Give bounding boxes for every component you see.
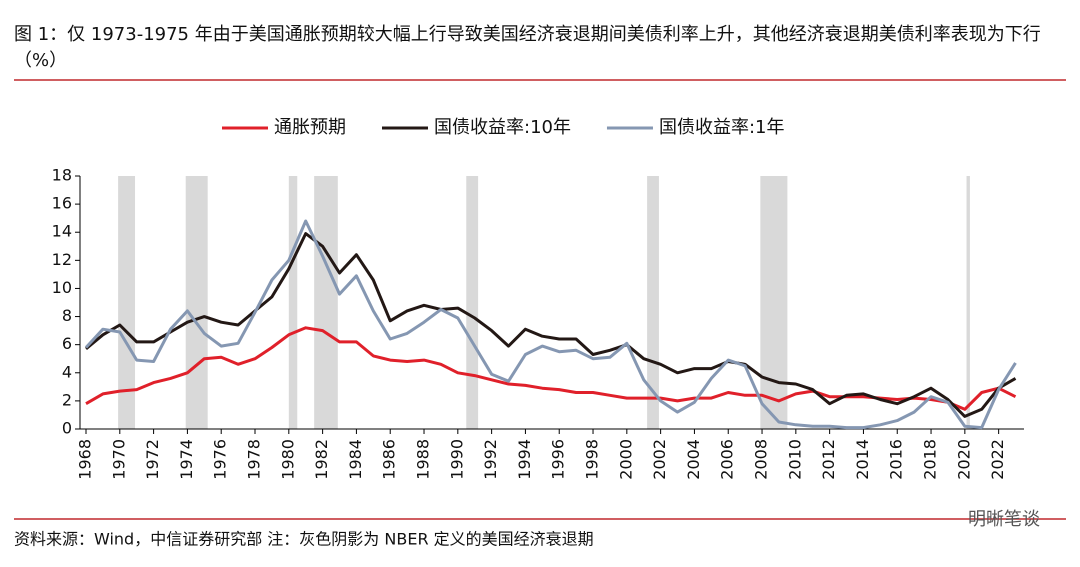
x-tick-label: 1998 bbox=[583, 439, 602, 480]
series-line bbox=[84, 219, 1017, 430]
legend-label: 国债收益率:10年 bbox=[434, 117, 571, 138]
recession-band bbox=[118, 176, 136, 429]
legend-label: 国债收益率:1年 bbox=[659, 117, 785, 138]
recession-band bbox=[314, 176, 338, 429]
x-tick-label: 2020 bbox=[954, 439, 973, 480]
x-tick-label: 2012 bbox=[819, 439, 838, 480]
chart-title: 图 1：仅 1973-1975 年由于美国通胀预期较大幅上行导致美国经济衰退期间… bbox=[14, 24, 1041, 71]
x-tick-label: 1994 bbox=[515, 439, 534, 480]
legend-label: 通胀预期 bbox=[274, 117, 346, 138]
x-tick-label: 2008 bbox=[752, 439, 771, 480]
x-tick-label: 1974 bbox=[177, 439, 196, 480]
x-tick-label: 1984 bbox=[346, 439, 365, 480]
y-tick-label: 8 bbox=[62, 306, 72, 325]
x-tick-label: 1996 bbox=[549, 439, 568, 480]
x-tick-label: 2006 bbox=[718, 439, 737, 480]
x-tick-label: 1986 bbox=[380, 439, 399, 480]
series-line bbox=[85, 326, 1017, 411]
x-tick-label: 1976 bbox=[211, 439, 230, 480]
recession-band bbox=[760, 176, 788, 429]
recession-band bbox=[466, 176, 479, 429]
x-tick-label: 2000 bbox=[616, 439, 635, 480]
y-tick-label: 4 bbox=[62, 362, 72, 381]
x-tick-label: 1968 bbox=[76, 439, 95, 480]
recession-band bbox=[185, 176, 208, 429]
y-tick-label: 14 bbox=[52, 222, 72, 241]
watermark: 明晰笔谈 bbox=[968, 509, 1040, 530]
y-tick-label: 6 bbox=[62, 334, 72, 353]
x-tick-label: 2010 bbox=[785, 439, 804, 480]
y-tick-label: 10 bbox=[52, 278, 72, 297]
x-tick-label: 1988 bbox=[414, 439, 433, 480]
series-line bbox=[85, 232, 1017, 418]
recession-band bbox=[647, 176, 659, 429]
recession-band bbox=[966, 176, 970, 429]
y-tick-label: 18 bbox=[52, 166, 72, 185]
y-tick-label: 16 bbox=[52, 194, 72, 213]
x-tick-label: 1970 bbox=[109, 439, 128, 480]
x-tick-label: 1990 bbox=[447, 439, 466, 480]
source-note: 资料来源：Wind，中信证券研究部 注：灰色阴影为 NBER 定义的美国经济衰退… bbox=[14, 530, 594, 549]
recession-band bbox=[288, 176, 298, 429]
x-tick-label: 1980 bbox=[278, 439, 297, 480]
x-tick-label: 2022 bbox=[988, 439, 1007, 480]
x-tick-label: 2002 bbox=[650, 439, 669, 480]
x-tick-label: 2018 bbox=[921, 439, 940, 480]
x-tick-label: 1978 bbox=[245, 439, 264, 480]
x-tick-label: 1982 bbox=[312, 439, 331, 480]
y-tick-label: 12 bbox=[52, 250, 72, 269]
x-tick-label: 1972 bbox=[143, 439, 162, 480]
y-tick-label: 2 bbox=[62, 390, 72, 409]
x-tick-label: 2004 bbox=[684, 439, 703, 480]
x-tick-label: 1992 bbox=[481, 439, 500, 480]
x-tick-label: 2016 bbox=[887, 439, 906, 480]
y-tick-label: 0 bbox=[62, 419, 72, 438]
x-tick-label: 2014 bbox=[853, 439, 872, 480]
